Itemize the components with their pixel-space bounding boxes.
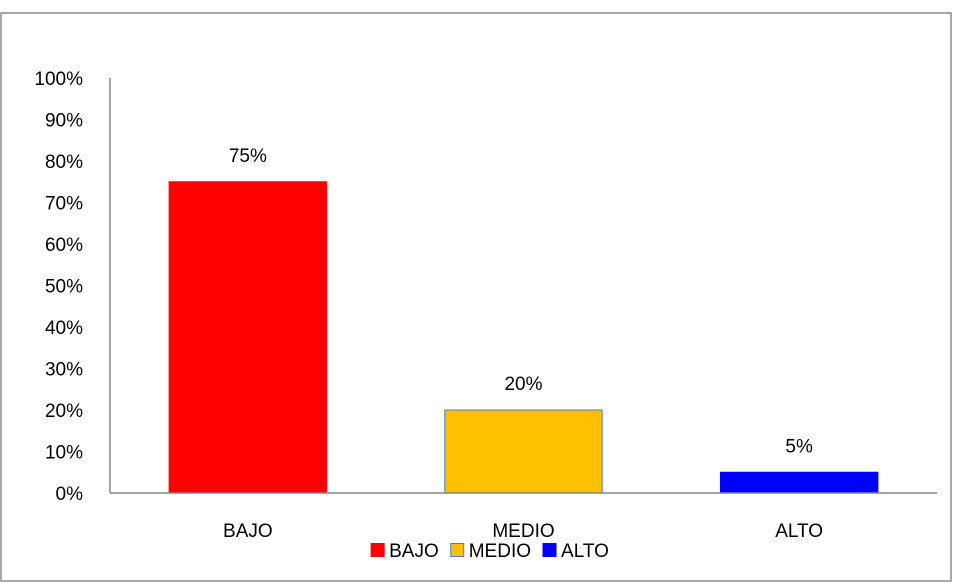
category-label-alto: ALTO [775, 521, 823, 542]
category-label-bajo: BAJO [223, 521, 273, 542]
y-tick-label: 40% [45, 318, 83, 339]
data-label-medio: 20% [504, 374, 542, 395]
chart-frame [0, 12, 952, 582]
legend-label-medio: MEDIO [469, 541, 531, 562]
y-tick-label: 60% [45, 235, 83, 256]
y-tick-label: 100% [34, 69, 83, 90]
data-label-bajo: 75% [229, 146, 267, 167]
y-tick-label: 30% [45, 360, 83, 381]
bar-bajo [168, 181, 328, 494]
legend-swatch-alto [542, 543, 557, 557]
category-label-medio: MEDIO [492, 521, 554, 542]
y-tick-label: 90% [45, 111, 83, 132]
bar-alto [719, 471, 879, 494]
legend-swatch-medio [450, 543, 465, 557]
data-label-alto: 5% [785, 436, 813, 457]
y-tick-label: 20% [45, 401, 83, 422]
y-tick-label: 10% [45, 443, 83, 464]
y-axis-tick-labels: 0% 10% 20% 30% 40% 50% 60% 70% 80% 90% 100% [34, 69, 83, 505]
y-tick-label: 70% [45, 194, 83, 215]
bar-medio [444, 409, 603, 494]
legend-label-bajo: BAJO [389, 541, 439, 562]
bars [168, 181, 879, 494]
y-tick-label: 50% [45, 277, 83, 298]
data-labels: 75% 20% 5% [229, 146, 813, 458]
legend: BAJO MEDIO ALTO [370, 541, 609, 562]
x-axis-category-labels: BAJO MEDIO ALTO [223, 521, 823, 542]
legend-label-alto: ALTO [561, 541, 609, 562]
y-tick-label: 80% [45, 152, 83, 173]
legend-swatch-bajo [370, 543, 385, 557]
y-tick-label: 0% [56, 484, 84, 505]
